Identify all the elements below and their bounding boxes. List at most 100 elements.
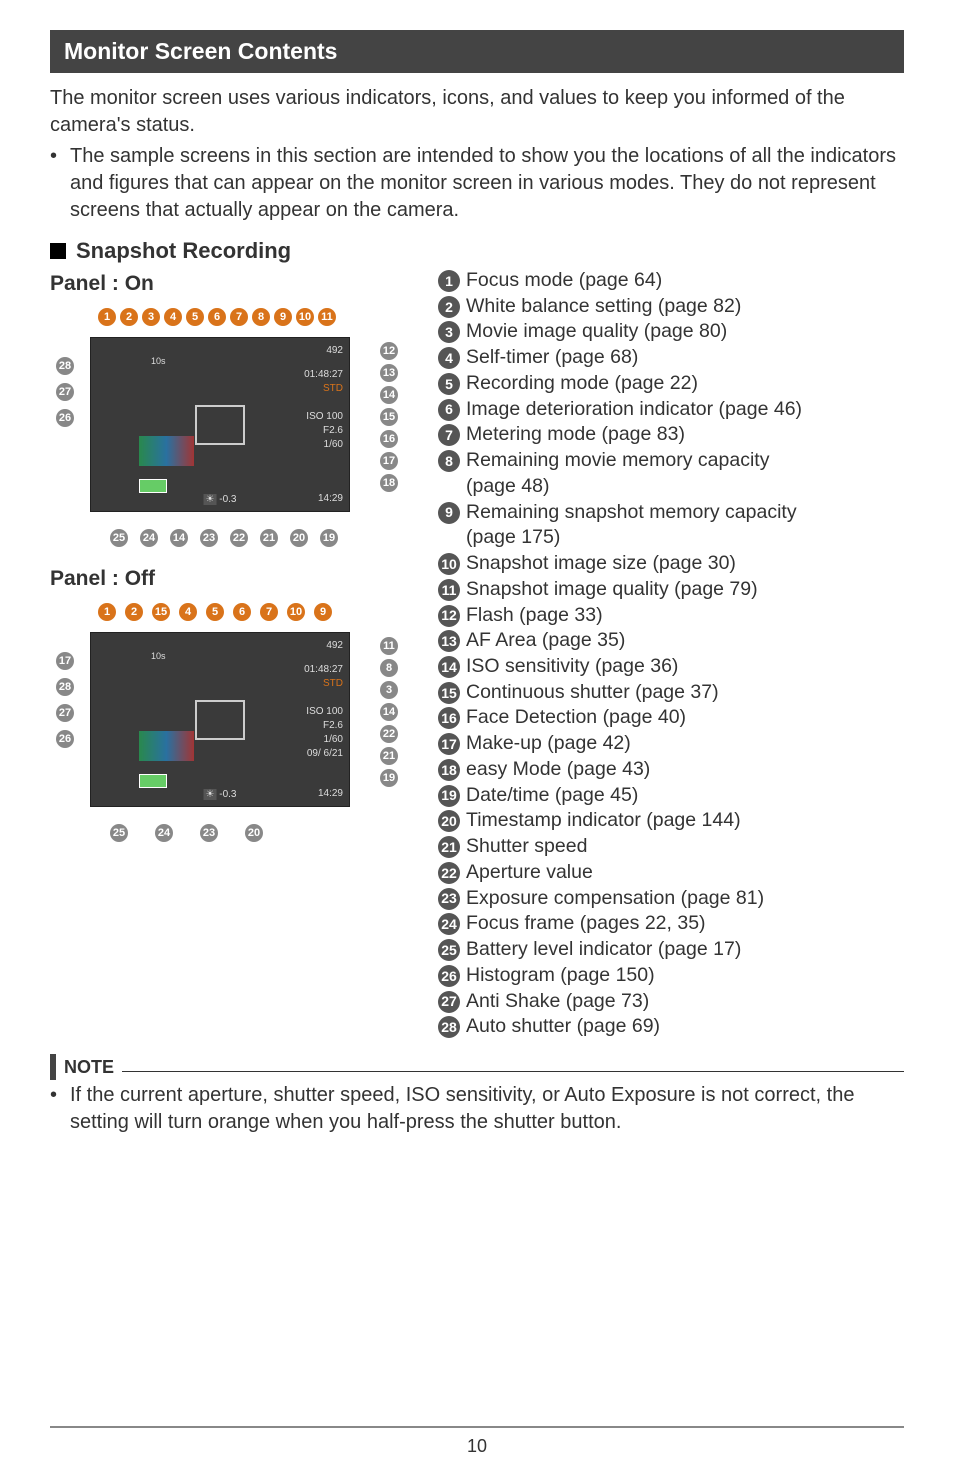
- battery-icon: [139, 774, 167, 788]
- legend-number-badge: 1: [438, 270, 460, 292]
- legend-number-badge: 22: [438, 862, 460, 884]
- note-label: NOTE: [64, 1057, 114, 1078]
- legend-text: Auto shutter (page 69): [466, 1014, 904, 1040]
- legend-number-badge: 11: [438, 579, 460, 601]
- callout-number: 3: [380, 681, 398, 699]
- callout-number: 9: [274, 308, 292, 326]
- callout-number: 14: [380, 386, 398, 404]
- callout-number: 24: [155, 824, 173, 842]
- callout-number: 15: [380, 408, 398, 426]
- legend-item: 12Flash (page 33): [438, 603, 904, 629]
- legend-number-badge: 20: [438, 810, 460, 832]
- snapshot-count: 492: [326, 639, 343, 652]
- iso-value: ISO 100: [306, 410, 343, 423]
- section-header: Monitor Screen Contents: [50, 30, 904, 73]
- shutter-value: 1/60: [324, 733, 343, 746]
- movie-time: 01:48:27: [304, 663, 343, 676]
- note-text: If the current aperture, shutter speed, …: [70, 1082, 904, 1136]
- callout-number: 22: [230, 529, 248, 547]
- callout-number: 23: [200, 529, 218, 547]
- legend-number-badge: 17: [438, 733, 460, 755]
- callout-number: 5: [186, 308, 204, 326]
- note-bar-icon: [50, 1054, 56, 1080]
- intro-text: The monitor screen uses various indicato…: [50, 85, 904, 139]
- legend-item: 7Metering mode (page 83): [438, 422, 904, 448]
- callout-number: 18: [380, 474, 398, 492]
- bullet-dot: •: [50, 1082, 70, 1136]
- legend-list: 1Focus mode (page 64)2White balance sett…: [438, 268, 904, 1040]
- callout-number: 11: [380, 637, 398, 655]
- callout-number: 9: [314, 603, 332, 621]
- legend-item: 4Self-timer (page 68): [438, 345, 904, 371]
- callout-number: 10: [296, 308, 314, 326]
- legend-text: Date/time (page 45): [466, 783, 904, 809]
- callout-number: 16: [380, 430, 398, 448]
- callout-number: 4: [164, 308, 182, 326]
- legend-item: 21Shutter speed: [438, 834, 904, 860]
- legend-item: 1 Focus mode (page 64): [438, 268, 904, 294]
- legend-item: 17 Make-up (page 42): [438, 731, 904, 757]
- callout-number: 22: [380, 725, 398, 743]
- legend-item: 11Snapshot image quality (page 79): [438, 577, 904, 603]
- clock-value: 14:29: [318, 492, 343, 505]
- ev-value: ☀ -0.3: [204, 494, 237, 505]
- callout-number: 26: [56, 409, 74, 427]
- legend-text: AF Area (page 35): [466, 628, 904, 654]
- callout-number: 23: [200, 824, 218, 842]
- legend-text: Self-timer (page 68): [466, 345, 904, 371]
- legend-item: 3Movie image quality (page 80): [438, 319, 904, 345]
- callout-number: 17: [56, 652, 74, 670]
- iso-value: ISO 100: [306, 705, 343, 718]
- legend-text: Timestamp indicator (page 144): [466, 808, 904, 834]
- legend-number-badge: 12: [438, 605, 460, 627]
- legend-text: Shutter speed: [466, 834, 904, 860]
- legend-item: 28 Auto shutter (page 69): [438, 1014, 904, 1040]
- legend-item: 18 easy Mode (page 43): [438, 757, 904, 783]
- callout-number: 20: [245, 824, 263, 842]
- callout-number: 17: [380, 452, 398, 470]
- legend-text: Remaining movie memory capacity: [466, 448, 904, 474]
- timer-label: 10s: [151, 651, 166, 661]
- callout-number: 5: [206, 603, 224, 621]
- legend-text: Make-up (page 42): [466, 731, 904, 757]
- legend-number-badge: 18: [438, 759, 460, 781]
- legend-item: 14ISO sensitivity (page 36): [438, 654, 904, 680]
- legend-text: Battery level indicator (page 17): [466, 937, 904, 963]
- legend-text: White balance setting (page 82): [466, 294, 904, 320]
- legend-text: Continuous shutter (page 37): [466, 680, 904, 706]
- legend-text: easy Mode (page 43): [466, 757, 904, 783]
- legend-number-badge: 23: [438, 888, 460, 910]
- legend-number-badge: 25: [438, 939, 460, 961]
- callout-number: 8: [252, 308, 270, 326]
- legend-item: 16Face Detection (page 40): [438, 705, 904, 731]
- legend-text: Recording mode (page 22): [466, 371, 904, 397]
- legend-text: Focus mode (page 64): [466, 268, 904, 294]
- legend-number-badge: 13: [438, 630, 460, 652]
- legend-number-badge: 7: [438, 424, 460, 446]
- legend-item: 8Remaining movie memory capacity: [438, 448, 904, 474]
- bullet-dot: •: [50, 143, 70, 224]
- date-value: 09/ 6/21: [307, 747, 343, 760]
- callout-number: 6: [208, 308, 226, 326]
- callout-number: 4: [179, 603, 197, 621]
- legend-number-badge: 28: [438, 1016, 460, 1038]
- callout-number: 1: [98, 603, 116, 621]
- legend-number-badge: 15: [438, 682, 460, 704]
- focus-frame-icon: [195, 405, 245, 445]
- legend-number-badge: 3: [438, 321, 460, 343]
- snapshot-recording-header: Snapshot Recording: [50, 238, 904, 264]
- callout-number: 21: [260, 529, 278, 547]
- callout-number: 28: [56, 678, 74, 696]
- snapshot-count: 492: [326, 344, 343, 357]
- callout-number: 2: [120, 308, 138, 326]
- camera-screen-on: 492 01:48:27 STD ISO 100 F2.6 1/60 14:29…: [90, 337, 350, 512]
- callout-number: 28: [56, 357, 74, 375]
- legend-item: 19Date/time (page 45): [438, 783, 904, 809]
- legend-item: 27Anti Shake (page 73): [438, 989, 904, 1015]
- callout-number: 25: [110, 529, 128, 547]
- callout-number: 14: [380, 703, 398, 721]
- legend-item: 15 Continuous shutter (page 37): [438, 680, 904, 706]
- callout-number: 6: [233, 603, 251, 621]
- callout-number: 27: [56, 383, 74, 401]
- page-footer: 10: [50, 1426, 904, 1457]
